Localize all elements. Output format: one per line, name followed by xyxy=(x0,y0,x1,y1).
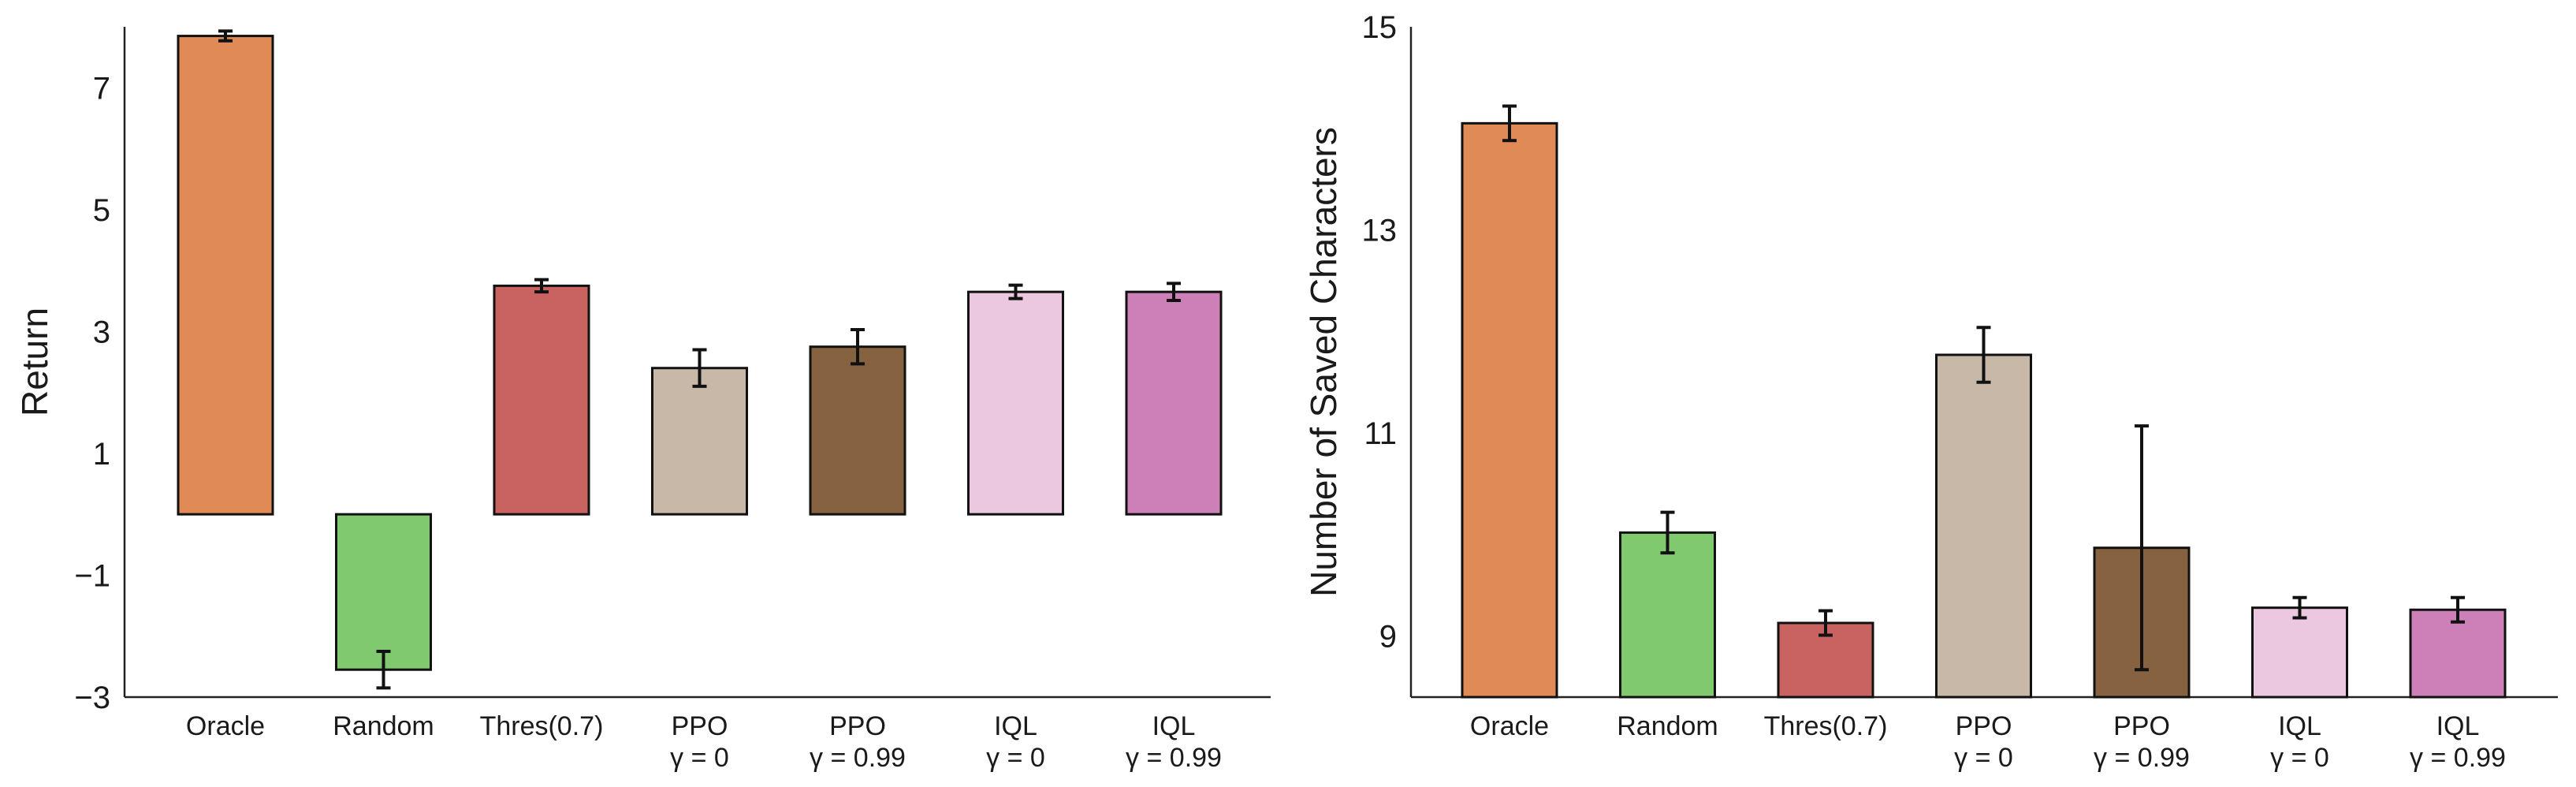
bar xyxy=(1619,531,1716,699)
y-tick-label: 5 xyxy=(93,193,110,228)
bar xyxy=(809,345,906,516)
y-tick-label: 7 xyxy=(93,71,110,106)
x-tick-sublabel: γ = 0 xyxy=(1954,743,2013,773)
y-tick-label: 1 xyxy=(93,437,110,472)
bar xyxy=(2409,608,2507,699)
y-axis-label: Number of Saved Characters xyxy=(1303,127,1344,597)
x-tick-label: Random xyxy=(1617,711,1718,741)
x-tick-label: Thres(0.7) xyxy=(1764,711,1888,741)
y-tick-label: −1 xyxy=(74,558,110,593)
bar xyxy=(493,284,590,516)
x-tick-label: PPO xyxy=(2113,711,2170,741)
y-tick-label: 11 xyxy=(1364,416,1397,451)
x-tick-label: Thres(0.7) xyxy=(480,711,604,741)
x-tick-label: IQL xyxy=(1152,711,1196,741)
x-tick-sublabel: γ = 0.99 xyxy=(2094,743,2190,773)
x-tick-label: IQL xyxy=(2436,711,2480,741)
x-tick-label: IQL xyxy=(994,711,1037,741)
y-tick-label: −3 xyxy=(74,681,110,715)
saved-characters-chart: 9 11 13 15 Number of Saved Characters Oracle R… xyxy=(1303,10,2558,773)
x-tick-label: IQL xyxy=(2278,711,2321,741)
x-tick-sublabel: γ = 0.99 xyxy=(810,743,906,773)
x-tick-sublabel: γ = 0 xyxy=(986,743,1045,773)
x-tick-label: PPO xyxy=(1956,711,2012,741)
x-tick-sublabel: γ = 0 xyxy=(670,743,729,773)
bar xyxy=(2251,606,2348,699)
y-axis-label: Return xyxy=(14,308,55,416)
x-tick-sublabel: γ = 0 xyxy=(2270,743,2329,773)
y-tick-label: 15 xyxy=(1362,10,1398,45)
bar xyxy=(967,290,1064,516)
bar xyxy=(335,513,432,671)
x-tick-label: Oracle xyxy=(186,711,265,741)
x-tick-sublabel: γ = 0.99 xyxy=(2410,743,2506,773)
bar xyxy=(1461,121,1558,699)
x-tick-label: PPO xyxy=(672,711,728,741)
x-tick-sublabel: γ = 0.99 xyxy=(1126,743,1222,773)
x-tick-label: Random xyxy=(333,711,434,741)
bar xyxy=(177,35,274,516)
y-tick-label: 13 xyxy=(1362,214,1398,248)
x-tick-label: PPO xyxy=(829,711,886,741)
y-tick-label: 9 xyxy=(1379,620,1397,655)
y-tick-label: 3 xyxy=(93,315,110,349)
bar xyxy=(1935,353,2032,699)
bar xyxy=(1125,290,1223,516)
x-tick-label: Oracle xyxy=(1470,711,1549,741)
bar xyxy=(651,367,748,516)
